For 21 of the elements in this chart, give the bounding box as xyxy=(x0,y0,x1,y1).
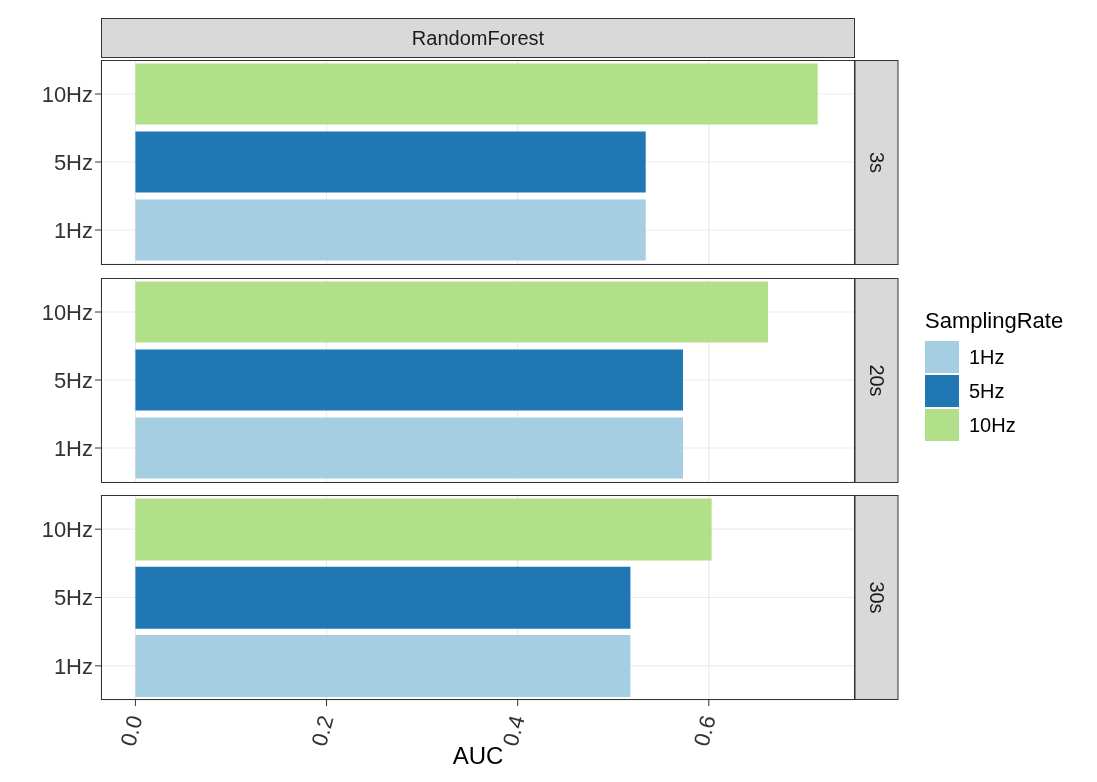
y-tick-label: 1Hz xyxy=(53,653,93,679)
legend-label: 5Hz xyxy=(969,379,1005,403)
y-tick-label: 10Hz xyxy=(41,81,93,107)
y-tick-label: 10Hz xyxy=(41,516,93,542)
y-tick-label: 5Hz xyxy=(53,367,93,393)
y-tick-label: 10Hz xyxy=(41,299,93,325)
legend-title: SamplingRate xyxy=(925,308,1064,334)
y2-axis-title: 30s xyxy=(866,581,888,614)
x-tick-label: 0.0 xyxy=(115,712,148,749)
legend-label: 10Hz xyxy=(969,413,1016,437)
y2-axis-title: 20s xyxy=(866,364,888,397)
x-tick-label: 0.2 xyxy=(306,712,339,749)
x-axis-title: AUC xyxy=(452,742,504,769)
legend-label: 1Hz xyxy=(969,345,1005,369)
y-tick-label: 5Hz xyxy=(53,149,93,175)
y-tick-label: 5Hz xyxy=(53,585,93,611)
x-tick-label: 0.6 xyxy=(688,712,721,749)
y-tick-label: 1Hz xyxy=(53,217,93,243)
chart-title: RandomForest xyxy=(101,18,855,58)
y2-axis-title: 3s xyxy=(866,151,888,174)
y-tick-label: 1Hz xyxy=(53,435,93,461)
